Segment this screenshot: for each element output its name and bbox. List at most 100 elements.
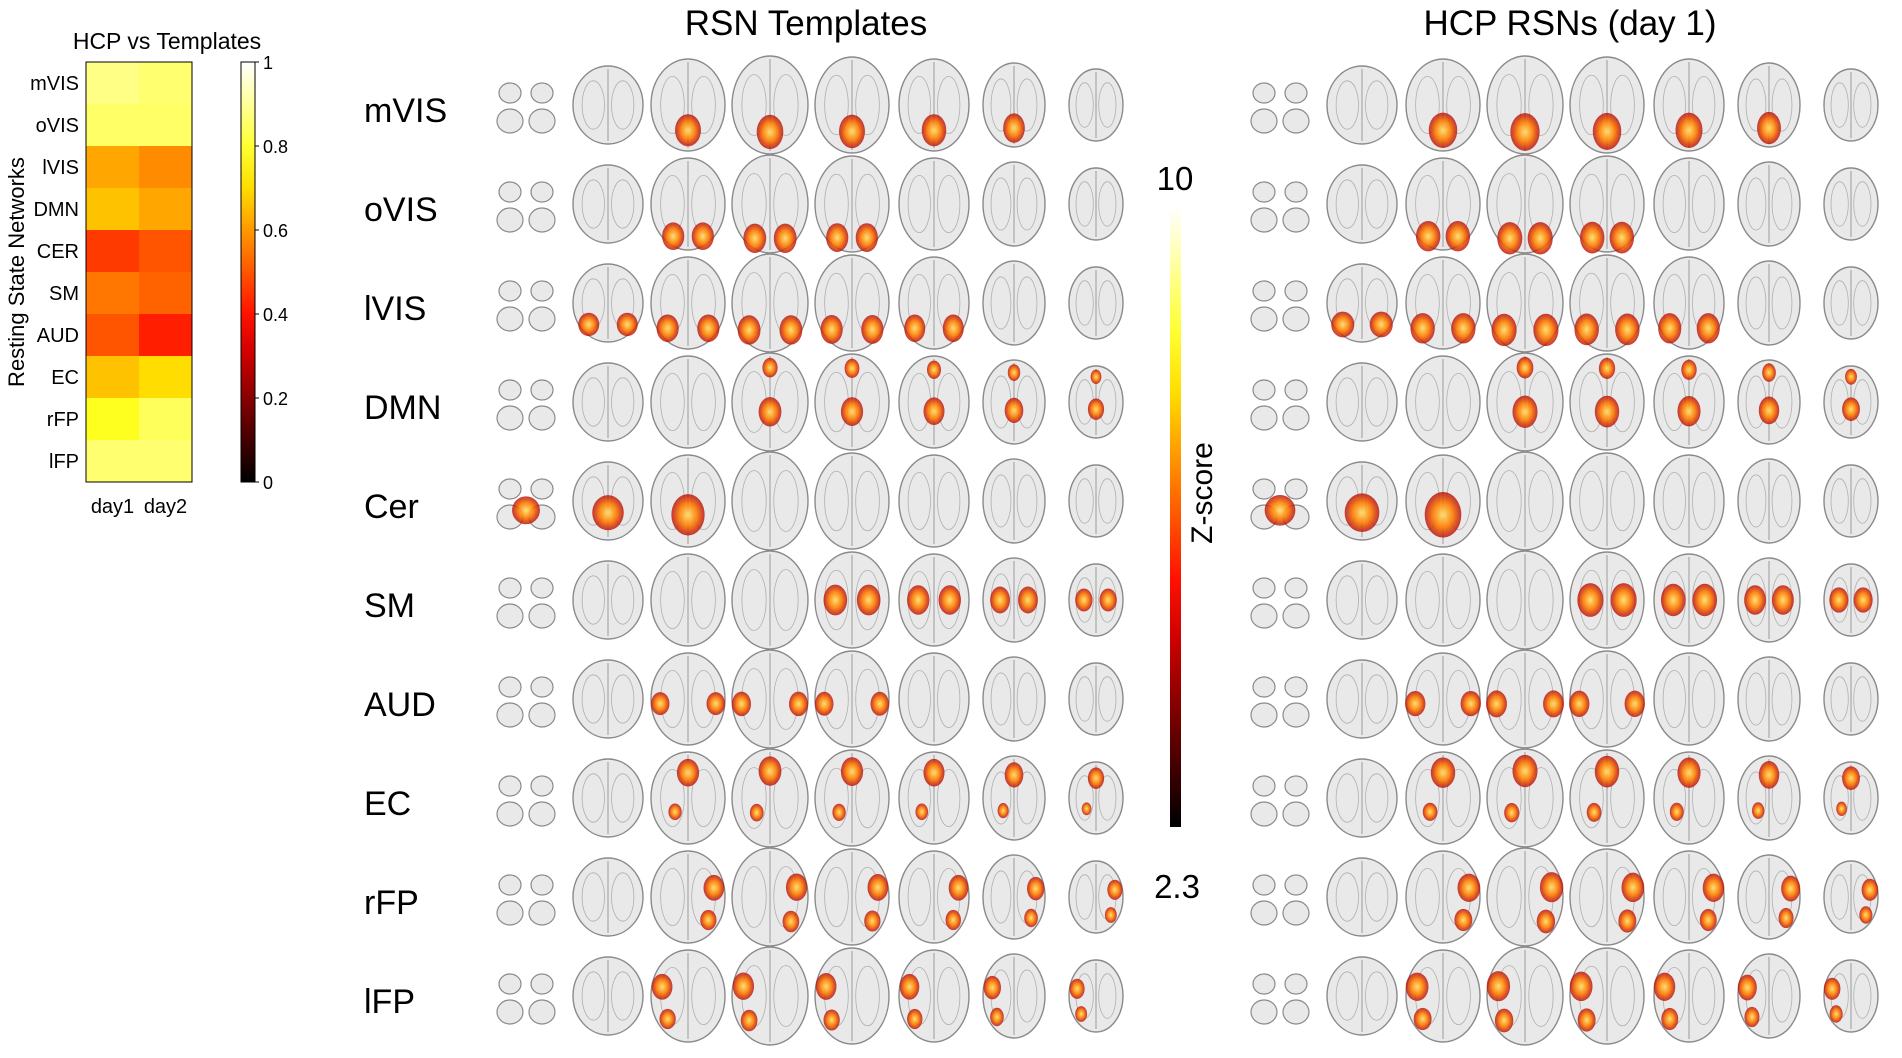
hcp-brain-slice (1653, 157, 1725, 251)
brain-slice-gyri (1335, 575, 1359, 625)
brain-slice-gyri (581, 575, 605, 625)
templates-title: RSN Templates (684, 4, 928, 43)
brain-slice-outline (1282, 702, 1310, 728)
activation-blob (844, 358, 860, 378)
brain-slice-gyri (1098, 478, 1117, 524)
activation-blob (990, 1007, 1004, 1027)
brain-slice-gyri (1075, 478, 1094, 524)
brain-slice-outline (1250, 405, 1278, 431)
hcp-brain-slice (1250, 676, 1310, 728)
brain-slice-gyri (990, 771, 1012, 825)
brain-slice-gyri (581, 773, 605, 823)
brain-slice-outline (1284, 280, 1308, 302)
activation-blob (1004, 762, 1024, 788)
template-brain-slice (731, 946, 809, 1046)
brain-slice-outline (498, 379, 522, 401)
brain-slice-outline (1252, 577, 1276, 599)
activation-blob (1424, 492, 1462, 538)
heatmap-row-label: AUD (37, 325, 79, 347)
template-brain-slice (814, 452, 890, 550)
brain-slice-gyri (1446, 967, 1471, 1025)
brain-slice-outline (1252, 478, 1276, 500)
brain-slice-outline (1252, 973, 1276, 995)
hcp-brain-slice (1405, 157, 1481, 252)
activation-blob (1075, 1006, 1088, 1022)
activation-blob (1445, 221, 1471, 252)
brain-slice-gyri (1830, 775, 1849, 821)
brain-slice-gyri (907, 175, 931, 233)
activation-blob (1018, 586, 1038, 614)
brain-slice-gyri (1075, 181, 1094, 227)
hcp-brain-slice (1405, 553, 1481, 647)
activation-blob (1454, 908, 1473, 932)
activation-blob (675, 114, 701, 147)
activation-blob (1609, 221, 1635, 254)
brain-slice-gyri (1016, 474, 1038, 528)
brain-slice-gyri (1415, 769, 1440, 827)
brain-slice-gyri (773, 767, 799, 829)
brain-slice-outline (498, 874, 522, 896)
template-brain-slice (1068, 860, 1124, 934)
hcp-brain-slice (1486, 253, 1564, 353)
activation-blob (1569, 971, 1593, 1002)
activation-blob (789, 691, 808, 717)
activation-blob (706, 692, 725, 716)
brain-slice-gyri (1853, 82, 1872, 128)
activation-blob (1099, 588, 1117, 612)
activation-blob (691, 222, 714, 250)
hcp-brain-slice (1326, 659, 1398, 739)
activation-blob (1516, 356, 1534, 379)
template-brain-slice (814, 353, 890, 451)
template-brain-slice (650, 652, 726, 746)
brain-slice-outline (1250, 999, 1278, 1025)
brain-slice-outline (528, 702, 556, 728)
heatmap-cell (86, 314, 140, 357)
activation-blob (732, 691, 751, 717)
hcp-brain-slice (1653, 58, 1725, 152)
brain-slice-gyri (1075, 874, 1094, 920)
activation-blob (1512, 395, 1538, 428)
hcp-brain-slice (1737, 161, 1801, 247)
activation-blob (1653, 972, 1676, 1001)
activation-blob (938, 585, 961, 615)
brain-slice-gyri (1692, 769, 1716, 827)
heatmap-cell (86, 398, 140, 441)
activation-blob (749, 803, 764, 822)
activation-blob (997, 803, 1009, 819)
template-brain-slice (982, 854, 1046, 940)
brain-slice-outline (1284, 676, 1308, 698)
brain-slice-outline (496, 306, 524, 332)
colorbar-tick-label: 1 (263, 53, 273, 73)
hcp-brain-slice (1486, 649, 1564, 749)
brain-slice-gyri (1830, 82, 1849, 128)
template-brain-slice (496, 874, 556, 926)
activation-blob (832, 803, 846, 822)
activation-blob (1823, 977, 1841, 1000)
brain-slice-outline (528, 603, 556, 629)
template-brain-slice (982, 62, 1046, 148)
heatmap-cell (86, 146, 140, 189)
hcp-brain-slice (1823, 266, 1879, 340)
brain-slice-gyri (660, 571, 685, 629)
hcp-brain-slice (1569, 650, 1645, 748)
brain-slice-gyri (611, 674, 635, 724)
brain-slice-outline (1282, 306, 1310, 332)
brain-slice-gyri (1335, 377, 1359, 427)
activation-blob (1661, 1007, 1679, 1031)
activation-blob (1758, 396, 1780, 425)
brain-slice-gyri (1098, 280, 1117, 326)
activation-blob (1430, 757, 1456, 788)
activation-blob (1675, 112, 1703, 149)
brain-slice-gyri (1365, 377, 1389, 427)
template-brain-slice (731, 748, 809, 848)
brain-slice-gyri (1771, 474, 1793, 528)
brain-slice-gyri (1415, 868, 1440, 926)
brain-slice-gyri (741, 74, 767, 136)
heatmap-cell (86, 356, 140, 399)
brain-slice-gyri (937, 769, 961, 827)
activation-blob (651, 973, 673, 1000)
brain-slice-gyri (1528, 965, 1554, 1027)
brain-slice-gyri (1446, 76, 1471, 134)
zscore-max-label: 10 (1156, 160, 1194, 197)
heatmap-cell (86, 62, 140, 105)
